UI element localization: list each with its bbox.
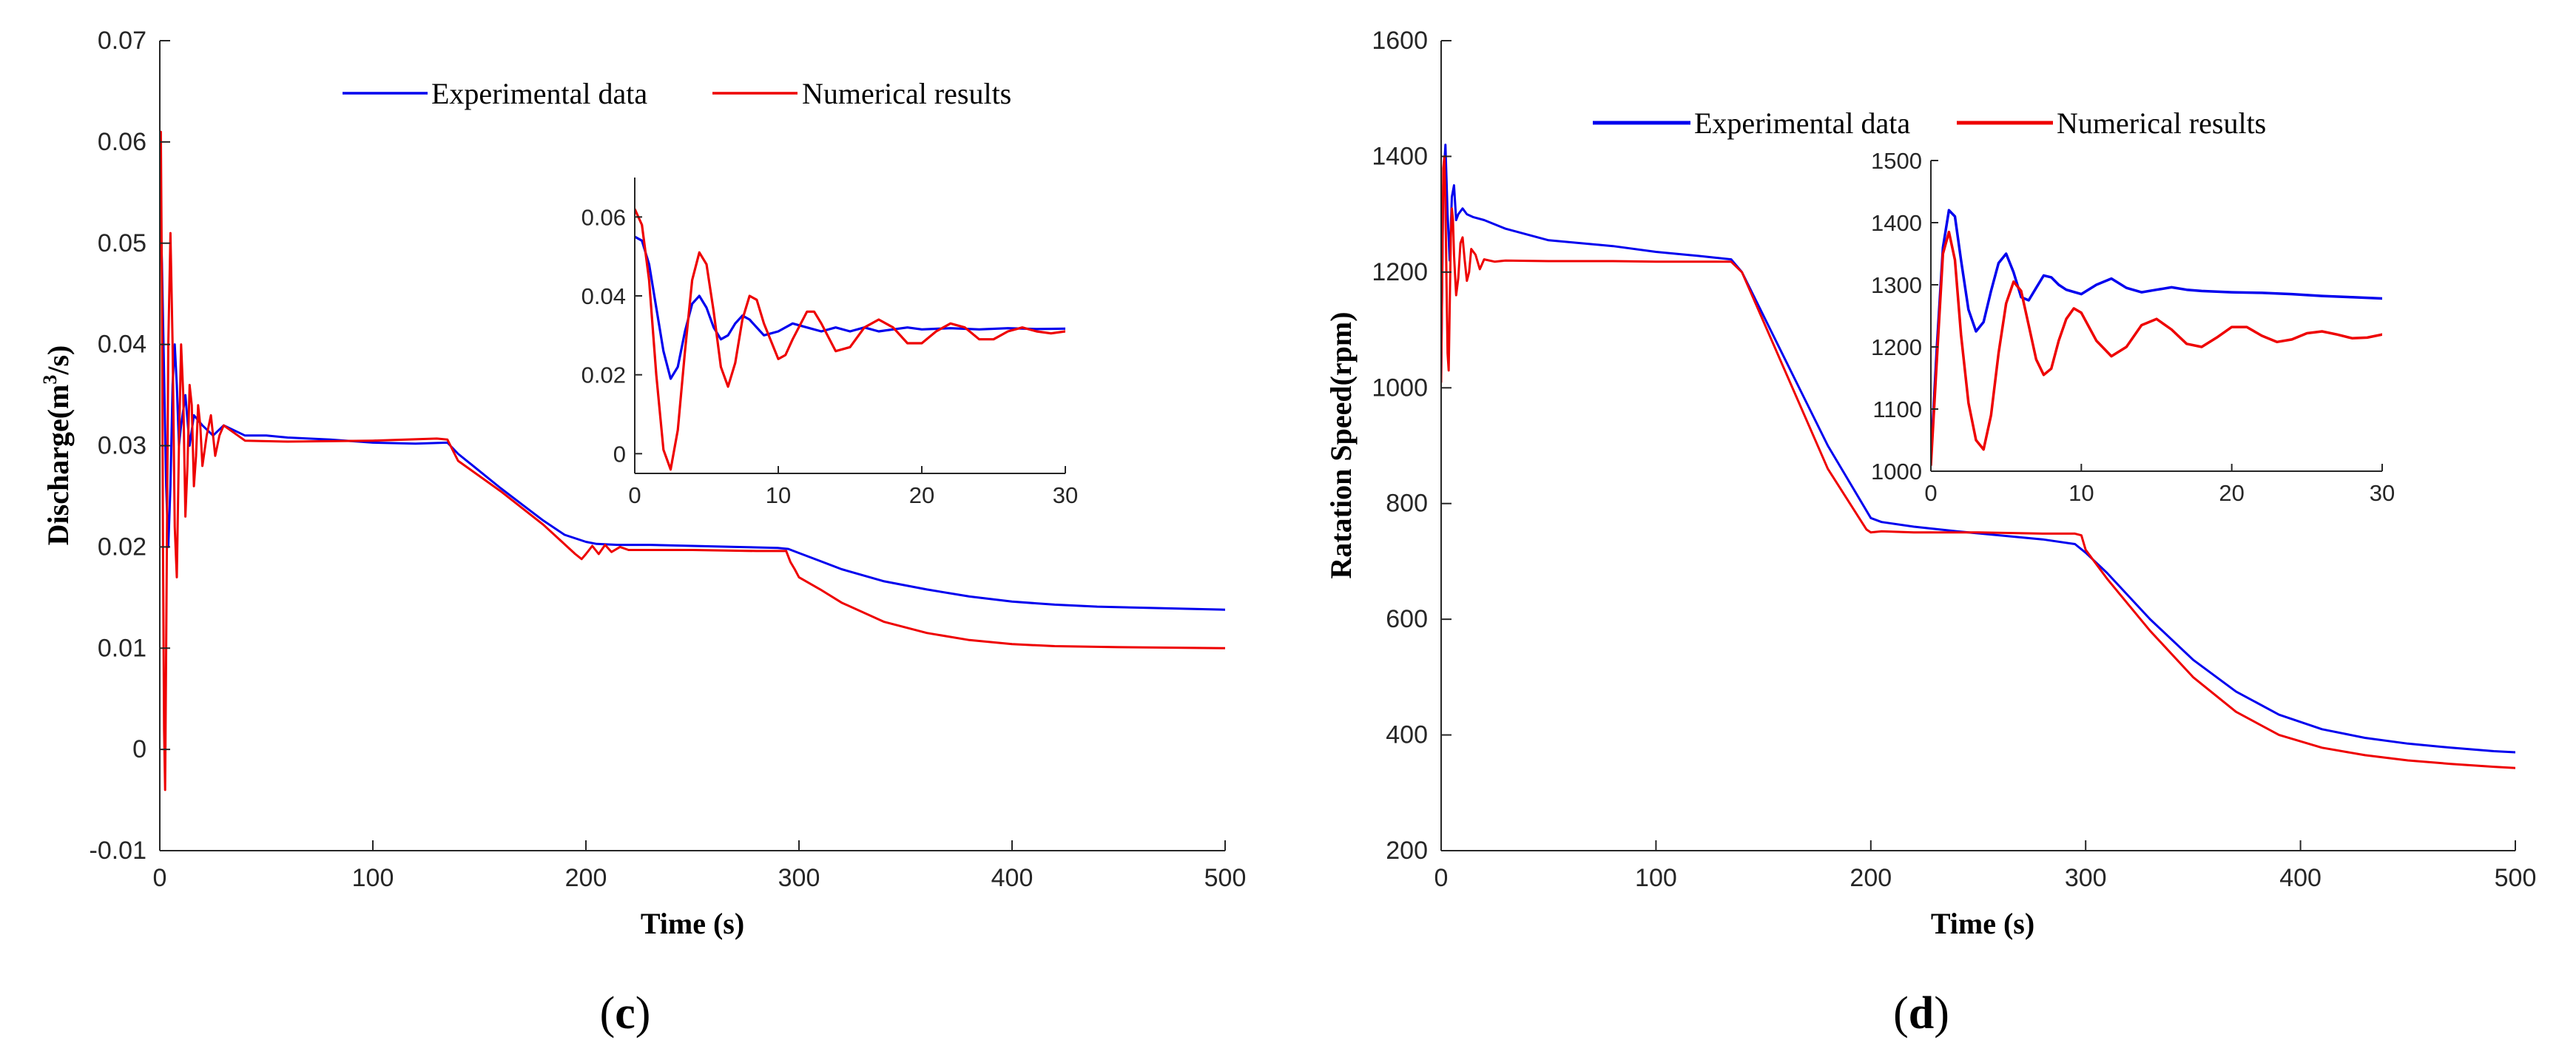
- chart-d-inset: 0 10 20 30 1000 1100 1200 1300 1400 1500: [1871, 148, 2395, 506]
- chart-c-inset-x-tick-label: 20: [909, 482, 934, 508]
- chart-d-panel-label-letter: d: [1909, 988, 1934, 1039]
- chart-c-panel-label-open: (: [600, 988, 616, 1039]
- chart-d-inset-y-tick-label: 1300: [1871, 272, 1922, 298]
- chart-c-main-x-tick-label: 100: [352, 864, 394, 892]
- chart-d-main-axes: 0 100 200 300 400 500200400600800100012001400…: [1372, 27, 2536, 892]
- chart-c-ylabel-sup: 3: [39, 375, 61, 385]
- chart-c-main-y-tick-label: 0.03: [98, 432, 146, 460]
- chart-c-ylabel-main: Discharge(m: [41, 385, 75, 546]
- chart-d-x-axis-title: Time (s): [1931, 907, 2034, 940]
- chart-d-main-y-tick-label: 1400: [1372, 142, 1428, 170]
- chart-c-inset-series-experimental-line: [635, 235, 1065, 380]
- chart-d-main-y-tick-label: 600: [1386, 605, 1428, 633]
- chart-c-main-series-numerical-line: [160, 130, 1225, 791]
- chart-d-main-x-tick-label: 0: [1434, 864, 1449, 892]
- chart-d: 0 100 200 300 400 500200400600800100012001400…: [1324, 27, 2536, 1039]
- chart-d-inset-y-tick-label: 1200: [1871, 334, 1922, 360]
- chart-d-main-y-tick-label: 1000: [1372, 374, 1428, 402]
- chart-c-main-x-tick-label: 0: [153, 864, 167, 892]
- chart-c-main-x-tick-label: 300: [778, 864, 820, 892]
- chart-d-y-axis-title: Ratation Speed(rpm): [1324, 311, 1358, 578]
- chart-d-panel-label-close: ): [1934, 988, 1949, 1039]
- chart-d-legend-label-experimental: Experimental data: [1694, 107, 1910, 140]
- chart-c-inset-x-tick-label: 0: [628, 482, 641, 508]
- chart-c-legend: Experimental data Numerical results: [343, 77, 1011, 110]
- chart-d-inset-y-tick-label: 1100: [1872, 396, 1922, 422]
- chart-d-main-x-tick-label: 500: [2495, 864, 2537, 892]
- chart-d-inset-y-tick-label: 1500: [1871, 148, 1922, 174]
- chart-c-main-series-experimental-line: [160, 191, 1225, 611]
- chart-c-legend-label-numerical: Numerical results: [802, 77, 1011, 110]
- chart-d-inset-series-numerical-line: [1931, 230, 2382, 467]
- chart-d-main-x-tick-label: 400: [2279, 864, 2322, 892]
- chart-d-inset-x-tick-label: 20: [2219, 480, 2244, 506]
- chart-c-main-y-tick-label: 0.05: [98, 229, 146, 257]
- chart-d-inset-series: [1931, 209, 2382, 467]
- chart-d-inset-y-tick-label: 1000: [1871, 459, 1922, 485]
- chart-c-inset-y-tick-label: 0.04: [581, 283, 626, 309]
- chart-c-main-series: [160, 130, 1225, 791]
- chart-c-inset-series: [635, 208, 1065, 471]
- chart-c-inset-axes: 0 10 20 30 0 0.02 0.04 0.06: [581, 178, 1078, 508]
- chart-d-main-series-numerical-line: [1441, 155, 2515, 769]
- chart-c-main-axes: 0 100 200 300 400 500-0.0100.010.020.030.040.…: [90, 27, 1247, 892]
- chart-d-main-y-tick-label: 200: [1386, 837, 1428, 865]
- chart-c-main-x-tick-label: 400: [991, 864, 1034, 892]
- chart-c-main-y-tick-label: 0.01: [98, 634, 146, 662]
- chart-c-main-y-tick-label: 0.07: [98, 27, 146, 55]
- chart-d-main-x-tick-label: 100: [1635, 864, 1677, 892]
- chart-d-legend-label-numerical: Numerical results: [2057, 107, 2266, 140]
- chart-d-main-y-tick-label: 1200: [1372, 258, 1428, 286]
- chart-c-legend-label-experimental: Experimental data: [431, 77, 647, 110]
- chart-c: 0 100 200 300 400 500-0.0100.010.020.030.040.…: [39, 27, 1246, 1039]
- chart-c-main-y-tick-label: 0: [132, 735, 146, 763]
- chart-c-inset-y-tick-label: 0.06: [581, 204, 626, 230]
- chart-d-inset-series-experimental-line: [1931, 209, 2382, 460]
- chart-d-panel-label-open: (: [1893, 988, 1909, 1039]
- chart-d-inset-x-tick-label: 10: [2068, 480, 2094, 506]
- chart-c-ylabel-tail: /s): [41, 345, 75, 376]
- chart-d-main-x-tick-label: 200: [1850, 864, 1892, 892]
- chart-c-main-x-tick-label: 200: [565, 864, 607, 892]
- chart-c-main-y-tick-label: 0.06: [98, 128, 146, 156]
- chart-d-main-y-tick-label: 400: [1386, 721, 1428, 749]
- chart-d-inset-x-tick-label: 0: [1924, 480, 1937, 506]
- chart-d-inset-y-tick-label: 1400: [1871, 210, 1922, 236]
- chart-d-panel-label: (d): [1893, 988, 1949, 1039]
- chart-c-main-y-tick-label: 0.04: [98, 331, 146, 359]
- chart-c-x-axis-title: Time (s): [641, 907, 744, 940]
- chart-d-main-x-tick-label: 300: [2065, 864, 2107, 892]
- chart-c-inset-background: [635, 178, 1065, 473]
- chart-c-inset-x-tick-label: 30: [1053, 482, 1078, 508]
- chart-d-legend: Experimental data Numerical results: [1593, 107, 2266, 140]
- chart-c-panel-label-close: ): [635, 988, 651, 1039]
- chart-c-inset-x-tick-label: 10: [766, 482, 791, 508]
- chart-c-main-x-tick-label: 500: [1204, 864, 1247, 892]
- chart-c-panel-label: (c): [600, 988, 651, 1039]
- chart-c-inset-y-tick-label: 0: [613, 441, 626, 467]
- chart-c-main-y-tick-label: -0.01: [90, 837, 147, 865]
- chart-c-inset-series-numerical-line: [635, 208, 1065, 471]
- chart-c-inset: 0 10 20 30 0 0.02 0.04 0.06: [581, 178, 1078, 508]
- chart-d-main-series-experimental-line: [1441, 144, 2515, 754]
- chart-c-panel-label-letter: c: [615, 988, 635, 1039]
- chart-d-inset-background: [1931, 161, 2382, 471]
- chart-d-main-series: [1441, 144, 2515, 769]
- chart-c-main-y-tick-label: 0.02: [98, 533, 146, 561]
- chart-d-main-y-tick-label: 1600: [1372, 27, 1428, 55]
- chart-d-main-y-tick-label: 800: [1386, 490, 1428, 518]
- chart-c-inset-y-tick-label: 0.02: [581, 362, 626, 388]
- chart-d-inset-axes: 0 10 20 30 1000 1100 1200 1300 1400 1500: [1871, 148, 2395, 506]
- chart-c-y-axis-title: Discharge(m3/s): [39, 345, 75, 546]
- chart-d-inset-x-tick-label: 30: [2370, 480, 2395, 506]
